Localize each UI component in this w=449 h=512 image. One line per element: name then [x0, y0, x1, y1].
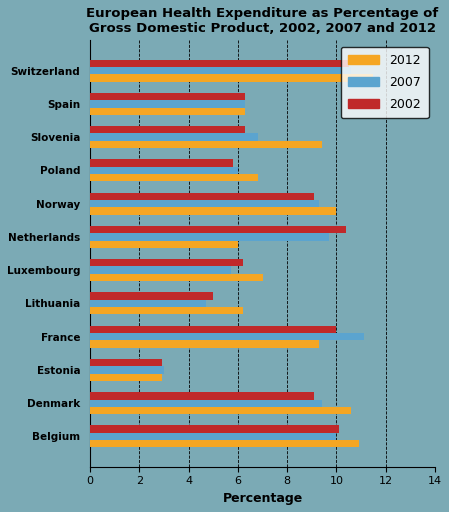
Bar	[90, 274, 263, 281]
Bar	[90, 241, 238, 248]
Bar	[90, 433, 336, 440]
Bar	[90, 207, 336, 215]
Bar	[90, 259, 243, 267]
Bar	[90, 233, 329, 241]
Bar	[90, 340, 319, 348]
Bar	[90, 333, 364, 340]
Legend: 2012, 2007, 2002: 2012, 2007, 2002	[341, 47, 429, 118]
Bar	[90, 399, 321, 407]
Bar	[90, 440, 359, 447]
Bar	[90, 326, 336, 333]
Bar	[90, 200, 319, 207]
X-axis label: Percentage: Percentage	[222, 492, 303, 505]
Bar	[90, 300, 206, 307]
Bar	[90, 141, 321, 148]
Bar	[90, 60, 349, 67]
Bar	[90, 267, 230, 274]
Bar	[90, 93, 245, 100]
Bar	[90, 226, 346, 233]
Bar	[90, 167, 238, 174]
Bar	[90, 193, 314, 200]
Bar	[90, 108, 245, 115]
Bar	[90, 67, 351, 74]
Bar	[90, 307, 243, 314]
Bar	[90, 100, 245, 108]
Title: European Health Expenditure as Percentage of
Gross Domestic Product, 2002, 2007 : European Health Expenditure as Percentag…	[87, 7, 439, 35]
Bar	[90, 359, 162, 366]
Bar	[90, 407, 351, 414]
Bar	[90, 425, 339, 433]
Bar	[90, 366, 164, 374]
Bar	[90, 392, 314, 399]
Bar	[90, 174, 258, 181]
Bar	[90, 159, 233, 167]
Bar	[90, 292, 213, 300]
Bar	[90, 374, 162, 381]
Bar	[90, 126, 245, 134]
Bar	[90, 134, 258, 141]
Bar	[90, 74, 374, 81]
